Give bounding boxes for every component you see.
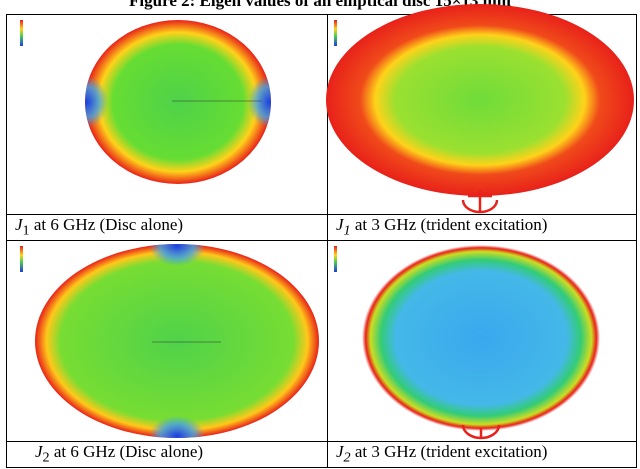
caption-part: J bbox=[35, 442, 43, 461]
caption-part: J bbox=[336, 215, 344, 234]
caption-part: J bbox=[15, 215, 23, 234]
caption-part: 1 bbox=[343, 222, 351, 239]
caption: J1 at 3 GHz (trident excitation) bbox=[336, 215, 547, 239]
panel-4 bbox=[362, 245, 600, 440]
table-grid bbox=[6, 14, 637, 468]
colorbars bbox=[20, 20, 337, 272]
panel-3 bbox=[35, 244, 319, 438]
caption: J1 at 6 GHz (Disc alone) bbox=[15, 215, 183, 239]
caption-part: 2 bbox=[343, 449, 351, 466]
caption: J2 at 3 GHz (trident excitation) bbox=[336, 442, 547, 466]
caption-part: J bbox=[336, 442, 344, 461]
caption-part: at 3 GHz (trident excitation) bbox=[350, 442, 548, 461]
caption-part: 2 bbox=[42, 449, 50, 466]
caption-part: at 6 GHz (Disc alone) bbox=[49, 442, 204, 461]
caption-part: at 3 GHz (trident excitation) bbox=[350, 215, 548, 234]
panel-1 bbox=[85, 20, 271, 184]
caption-part: at 6 GHz (Disc alone) bbox=[29, 215, 184, 234]
panel-2 bbox=[326, 4, 634, 214]
caption-part: 1 bbox=[22, 222, 30, 239]
figure-title: Figure 2: Eigen values of an elliptical … bbox=[129, 0, 511, 10]
caption: J2 at 6 GHz (Disc alone) bbox=[35, 442, 203, 466]
